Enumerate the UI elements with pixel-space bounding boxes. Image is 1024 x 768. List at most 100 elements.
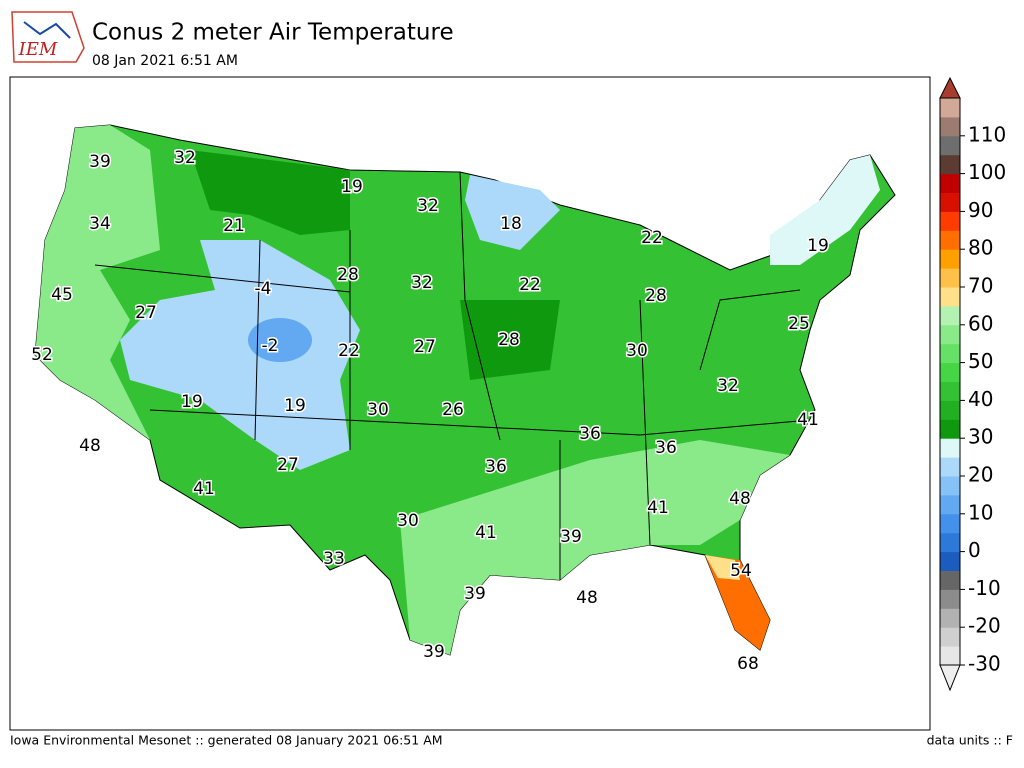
station-value: 39 — [560, 527, 582, 547]
colorbar-bin — [940, 230, 960, 250]
station-value: -4 — [255, 279, 272, 299]
colorbar-tick-label: 60 — [968, 311, 993, 335]
colorbar-tick-label: 30 — [968, 425, 993, 449]
station-value: 30 — [367, 400, 389, 420]
colorbar-bin — [940, 438, 960, 458]
colorbar-tick-label: 40 — [968, 387, 993, 411]
subtitle: 08 Jan 2021 6:51 AM — [92, 53, 238, 69]
station-value: 18 — [500, 214, 522, 234]
colorbar-bin — [940, 362, 960, 382]
colorbar-bin — [940, 287, 960, 307]
station-value: 39 — [89, 152, 111, 172]
colorbar-tick-label: 90 — [968, 198, 993, 222]
colorbar-bin — [940, 457, 960, 477]
south-zone — [400, 440, 790, 655]
colorbar-bin — [940, 532, 960, 553]
colorbar-bin — [940, 116, 960, 137]
station-value: 52 — [31, 345, 53, 365]
station-value: 36 — [579, 424, 601, 444]
colorbar-bin — [940, 343, 960, 364]
colorbar-bin — [940, 551, 960, 571]
colorbar-tick-label: -30 — [968, 652, 1001, 676]
minnesota-zone — [465, 175, 560, 250]
station-value: 36 — [485, 457, 507, 477]
colorbar-bin — [940, 589, 960, 609]
station-value: 48 — [79, 436, 101, 456]
station-value: 48 — [729, 489, 751, 509]
station-value: 22 — [338, 341, 360, 361]
colorbar-tick-label: 110 — [968, 122, 1006, 146]
station-value: 19 — [341, 177, 363, 197]
colorbar-bin — [940, 646, 960, 666]
colorbar-over — [939, 76, 961, 99]
colorbar-bin — [940, 211, 960, 231]
station-value: 41 — [647, 498, 669, 518]
station-value: 54 — [730, 561, 752, 581]
colorbar-under — [939, 664, 961, 692]
footer-right: data units :: F — [927, 733, 1013, 748]
colorbar-bin — [940, 268, 960, 288]
colorbar-bin — [940, 381, 960, 401]
colorbar-bin — [940, 192, 960, 212]
station-value: 45 — [51, 285, 73, 305]
logo-text: IEM — [18, 39, 58, 60]
footer-left: Iowa Environmental Mesonet :: generated … — [10, 733, 443, 748]
state-borders — [94, 171, 811, 580]
northeast-zone — [770, 155, 880, 265]
colorbar-bin — [940, 305, 960, 326]
colorbar-bin — [940, 98, 960, 118]
station-value: 28 — [337, 265, 359, 285]
station-value: 19 — [807, 236, 829, 256]
station-value: 25 — [788, 314, 810, 334]
colorbar-bin — [940, 570, 960, 590]
colorbar-tick-label: 0 — [968, 538, 981, 562]
colorbar-tick-label: 80 — [968, 236, 993, 260]
station-value: 21 — [223, 216, 245, 236]
cold-zone — [120, 240, 360, 470]
colorbar-bin — [940, 135, 960, 156]
station-value: 32 — [417, 196, 439, 216]
colorbar-bin — [940, 400, 960, 420]
station-value: 19 — [181, 392, 203, 412]
station-value: 36 — [655, 438, 677, 458]
station-value: 41 — [797, 410, 819, 430]
station-value: 27 — [414, 337, 436, 357]
station-value: 26 — [442, 400, 464, 420]
north-zone — [190, 150, 350, 235]
colorbar-tick-label: 20 — [968, 463, 993, 487]
colorbar-tick-label: -10 — [968, 576, 1001, 600]
station-value: 32 — [717, 376, 739, 396]
station-value: 19 — [284, 396, 306, 416]
station-value: 27 — [135, 303, 157, 323]
station-value: 22 — [519, 275, 541, 295]
station-value: -2 — [262, 336, 279, 356]
colorbar-frame — [939, 97, 961, 666]
florida-north-zone — [705, 555, 740, 580]
station-value: 30 — [626, 341, 648, 361]
colorbar-bin — [940, 249, 960, 269]
title: Conus 2 meter Air Temperature — [92, 20, 454, 46]
station-value: 41 — [193, 479, 215, 499]
florida-zone — [705, 555, 770, 650]
map — [34, 124, 896, 656]
station-value: 28 — [498, 330, 520, 350]
colorbar-bin — [940, 513, 960, 534]
station-value: 39 — [464, 584, 486, 604]
station-value: 32 — [411, 273, 433, 293]
colorbar-tick-label: 100 — [968, 160, 1006, 184]
station-value: 28 — [645, 286, 667, 306]
station-value: 32 — [174, 148, 196, 168]
cold-core — [248, 318, 312, 362]
station-value: 41 — [475, 523, 497, 543]
logo: IEM — [11, 11, 85, 63]
colorbar-bin — [940, 419, 960, 439]
west-coast-zone — [35, 125, 160, 440]
colorbar-bin — [940, 476, 960, 496]
colorbar-tick-label: -20 — [968, 614, 1001, 638]
colorbar-tick-label: 70 — [968, 274, 993, 298]
station-value: 39 — [423, 642, 445, 662]
colorbar-tick-label: 50 — [968, 349, 993, 373]
colorbar-bin — [940, 324, 960, 345]
colorbar-bin — [940, 608, 960, 628]
